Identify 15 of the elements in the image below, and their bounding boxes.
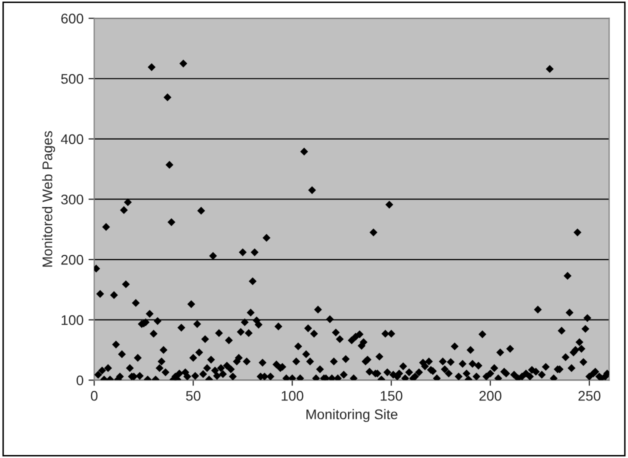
x-tick-label: 250 [578, 390, 600, 401]
y-tick-label: 300 [61, 194, 84, 204]
y-tick-label: 0 [76, 375, 84, 386]
y-tick-label: 400 [60, 134, 84, 144]
x-tick-label: 200 [479, 390, 502, 401]
x-tick-label: 100 [282, 390, 304, 401]
y-tick-label: 100 [62, 315, 84, 326]
y-tick-label: 500 [61, 74, 84, 84]
y-tick-label: 200 [61, 254, 84, 265]
y-tick-label: 600 [61, 14, 84, 24]
x-tick-label: 0 [90, 390, 98, 401]
y-axis-title: Monitored Web Pages [42, 131, 56, 267]
x-tick-label: 50 [186, 390, 200, 401]
x-tick-label: 150 [380, 390, 402, 401]
x-axis-title: Monitoring Site [306, 409, 398, 422]
